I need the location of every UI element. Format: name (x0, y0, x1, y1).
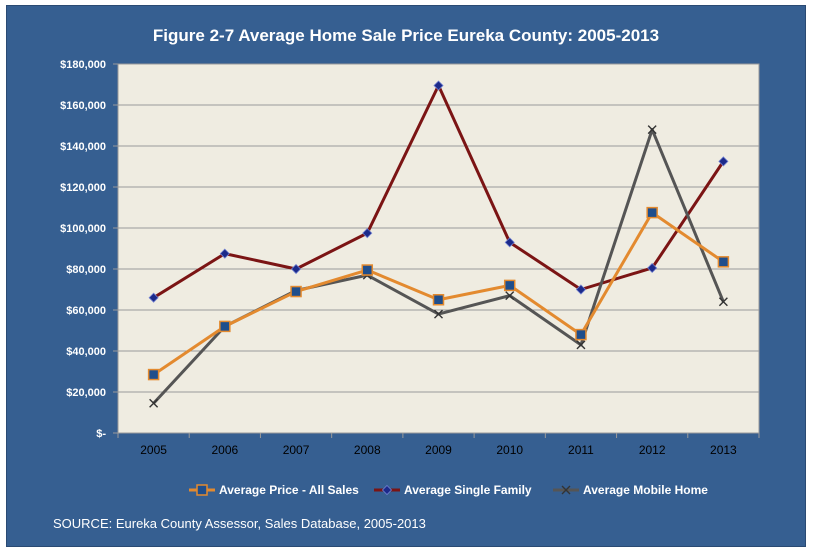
data-point-average-price-all-sales (432, 294, 445, 306)
x-tick-label: 2010 (496, 443, 523, 457)
legend-marker-average-single-family (381, 484, 393, 496)
data-point-average-price-all-sales (290, 285, 302, 298)
legend-marker-average-mobile-home (561, 485, 571, 495)
data-point-average-mobile-home (149, 398, 159, 408)
x-tick-label: 2008 (354, 443, 381, 457)
data-point-average-single-family (433, 80, 444, 91)
y-tick-label: $120,000 (60, 182, 106, 194)
y-tick-label: $180,000 (60, 59, 106, 71)
data-point-average-mobile-home (718, 297, 728, 307)
x-tick-label: 2005 (140, 443, 167, 457)
data-point-average-mobile-home (647, 125, 657, 135)
legend-label-average-mobile-home: Average Mobile Home (583, 483, 708, 497)
x-tick-label: 2011 (568, 443, 594, 457)
chart-figure: Figure 2-7 Average Home Sale Price Eurek… (6, 5, 806, 547)
x-tick-label: 2009 (425, 443, 452, 457)
chart-title: Figure 2-7 Average Home Sale Price Eurek… (152, 26, 660, 45)
data-point-average-single-family (504, 237, 515, 248)
data-point-average-price-all-sales (361, 264, 374, 276)
data-point-average-single-family (290, 263, 302, 275)
y-tick-label: $100,000 (60, 223, 106, 235)
data-point-average-single-family (219, 248, 230, 259)
data-point-average-price-all-sales (717, 256, 730, 268)
x-tick-label: 2006 (211, 443, 238, 457)
data-point-average-single-family (718, 156, 729, 167)
y-tick-label: $60,000 (66, 305, 106, 317)
data-point-average-single-family (575, 284, 587, 295)
data-point-average-price-all-sales (575, 328, 587, 341)
data-point-average-price-all-sales (147, 368, 160, 381)
data-point-average-price-all-sales (646, 206, 658, 219)
y-tick-label: $140,000 (60, 141, 106, 153)
y-tick-label: $160,000 (60, 100, 106, 112)
plot-area (117, 63, 760, 434)
data-point-average-single-family (148, 292, 159, 303)
data-point-average-mobile-home (505, 291, 515, 301)
y-tick-label: $- (96, 428, 106, 440)
data-point-average-mobile-home (434, 309, 443, 319)
data-point-average-price-all-sales (219, 320, 231, 333)
data-point-average-single-family (362, 228, 373, 239)
y-tick-label: $80,000 (66, 264, 106, 276)
x-tick-label: 2013 (710, 443, 737, 457)
legend-marker-average-price-all-sales (196, 484, 208, 496)
legend-label-average-single-family: Average Single Family (404, 483, 532, 497)
y-tick-label: $40,000 (66, 346, 106, 358)
y-tick-label: $20,000 (66, 387, 106, 399)
x-tick-label: 2007 (283, 443, 310, 457)
data-point-average-price-all-sales (503, 279, 516, 292)
data-point-average-mobile-home (576, 340, 586, 350)
x-tick-label: 2012 (639, 443, 666, 457)
legend-label-average-price-all-sales: Average Price - All Sales (219, 483, 359, 497)
data-point-average-single-family (647, 262, 658, 274)
chart-svg: $- $20,000 $40,000 $60,000 $80,000 $100,000 $1… (60, 59, 760, 497)
source-note: SOURCE: Eureka County Assessor, Sales Da… (53, 516, 426, 531)
